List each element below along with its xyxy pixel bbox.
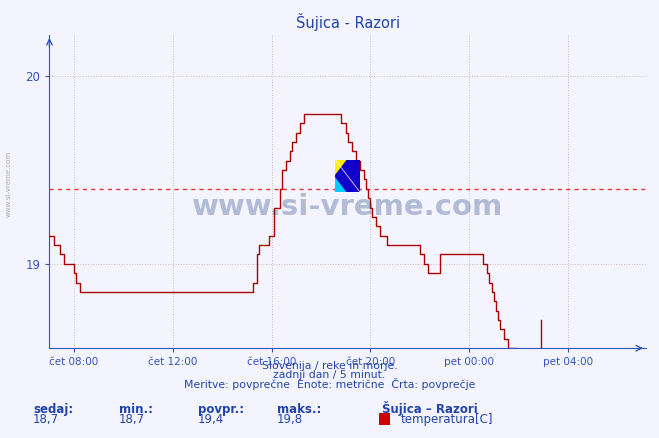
- Text: min.:: min.:: [119, 403, 153, 416]
- Text: Šujica – Razori: Šujica – Razori: [382, 401, 478, 416]
- Text: 18,7: 18,7: [119, 413, 145, 426]
- Polygon shape: [335, 159, 348, 176]
- Text: maks.:: maks.:: [277, 403, 321, 416]
- Text: povpr.:: povpr.:: [198, 403, 244, 416]
- Text: 19,8: 19,8: [277, 413, 303, 426]
- Text: 19,4: 19,4: [198, 413, 224, 426]
- Text: zadnji dan / 5 minut.: zadnji dan / 5 minut.: [273, 371, 386, 381]
- Text: temperatura[C]: temperatura[C]: [401, 413, 493, 426]
- Text: Meritve: povprečne  Enote: metrične  Črta: povprečje: Meritve: povprečne Enote: metrične Črta:…: [184, 378, 475, 390]
- Title: Šujica - Razori: Šujica - Razori: [295, 13, 400, 31]
- Text: 18,7: 18,7: [33, 413, 59, 426]
- Text: Slovenija / reke in morje.: Slovenija / reke in morje.: [262, 361, 397, 371]
- Text: www.si-vreme.com: www.si-vreme.com: [5, 151, 11, 217]
- Polygon shape: [335, 176, 348, 192]
- Polygon shape: [335, 159, 360, 192]
- Text: sedaj:: sedaj:: [33, 403, 73, 416]
- Text: www.si-vreme.com: www.si-vreme.com: [192, 193, 503, 221]
